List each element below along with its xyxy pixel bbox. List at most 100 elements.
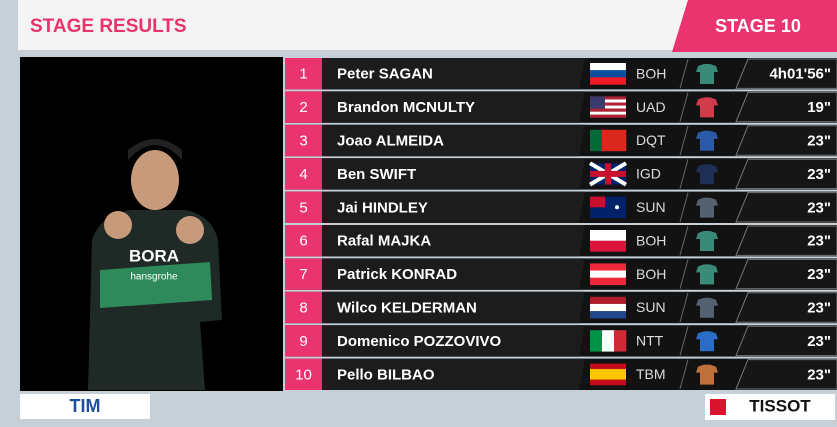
- time: 23": [807, 199, 831, 216]
- team-jersey: [696, 364, 718, 385]
- name-cell: [322, 158, 585, 190]
- flag: [590, 99, 626, 103]
- flag: [590, 108, 626, 112]
- flag: [590, 111, 626, 115]
- flag: [590, 129, 603, 152]
- flag: [590, 311, 626, 319]
- name-cell: [322, 325, 585, 357]
- divider: [679, 192, 689, 223]
- time-cell: [735, 225, 837, 256]
- rider-name: Pello BILBAO: [337, 366, 435, 383]
- stage-label: STAGE 10: [715, 16, 801, 36]
- rank-box: [285, 124, 322, 157]
- flag: [590, 63, 626, 71]
- team-code: BOH: [636, 266, 666, 282]
- rank-box: [285, 358, 322, 390]
- divider: [679, 92, 689, 122]
- rank-box: [285, 191, 322, 223]
- rider-name: Patrick KONRAD: [337, 266, 457, 283]
- rank: 4: [299, 166, 307, 183]
- rank: 3: [299, 132, 307, 149]
- rider-name: Wilco KELDERMAN: [337, 299, 477, 316]
- time: 23": [807, 366, 831, 383]
- team-code: TBM: [636, 366, 666, 382]
- team-jersey: [696, 130, 718, 151]
- time-cell: [735, 292, 837, 323]
- time: 4h01'56": [769, 66, 831, 83]
- flag: [590, 70, 626, 78]
- team-code: IGD: [636, 166, 661, 182]
- rank: 9: [299, 333, 307, 350]
- rank: 7: [299, 266, 307, 283]
- rank-box: [285, 258, 322, 290]
- flag: [590, 196, 605, 208]
- team-jersey: [696, 64, 718, 84]
- team-code: SUN: [636, 199, 666, 215]
- rider-name: Brandon MCNULTY: [337, 99, 475, 116]
- rider-figure: BORA hansgrohe: [88, 139, 222, 390]
- name-cell: [322, 191, 585, 223]
- divider: [679, 326, 689, 356]
- flag: [614, 129, 627, 152]
- flag: [590, 303, 626, 312]
- time-cell: [735, 91, 837, 123]
- sponsor-right-icon: [710, 399, 726, 415]
- rank-box: [285, 325, 322, 357]
- flag: [615, 205, 619, 210]
- flag: [614, 330, 627, 352]
- team-code: UAD: [636, 99, 666, 115]
- team-code: NTT: [636, 333, 664, 349]
- time: 23": [807, 233, 831, 250]
- time: 19": [807, 99, 831, 116]
- jersey-sponsor: hansgrohe: [130, 272, 178, 283]
- flag: [590, 77, 626, 85]
- divider: [679, 225, 689, 256]
- divider: [679, 359, 689, 390]
- flag: [590, 105, 626, 109]
- time: 23": [807, 266, 831, 283]
- divider: [679, 58, 689, 89]
- name-cell: [322, 291, 585, 324]
- time-cell: [735, 192, 837, 223]
- rank: 6: [299, 233, 307, 250]
- jersey-brand: BORA: [129, 246, 179, 265]
- flag: [590, 270, 626, 278]
- flag: [602, 129, 615, 152]
- sponsor-left: TIM: [70, 396, 101, 416]
- team-jersey: [696, 297, 718, 318]
- divider: [679, 259, 689, 289]
- time: 23": [807, 166, 831, 183]
- flag: [590, 379, 626, 386]
- time-cell: [735, 58, 837, 89]
- name-cell: [322, 358, 585, 390]
- sponsor-left-box: [20, 394, 150, 419]
- flag: [605, 163, 611, 185]
- flag: [590, 240, 626, 252]
- divider: [679, 125, 689, 156]
- sponsor-right-box: [705, 394, 835, 420]
- rank-box: [285, 225, 322, 257]
- flag: [590, 363, 626, 370]
- team-jersey: [696, 164, 718, 185]
- time-cell: [735, 258, 837, 290]
- title-bar: [18, 0, 698, 50]
- name-cell: [322, 258, 585, 290]
- rider-name: Ben SWIFT: [337, 166, 416, 183]
- time-cell: [735, 125, 837, 156]
- time-cell: [735, 158, 837, 190]
- rank: 2: [299, 99, 307, 116]
- team-jersey: [696, 231, 718, 251]
- team-code: DQT: [636, 132, 666, 148]
- rank-box: [285, 158, 322, 190]
- rank-box: [285, 291, 322, 324]
- flag: [590, 102, 626, 106]
- team-jersey: [696, 264, 718, 285]
- stage-badge: [672, 0, 837, 52]
- rank-box: [285, 91, 322, 123]
- rank: 5: [299, 199, 307, 216]
- rank: 1: [299, 66, 307, 83]
- flag: [590, 296, 626, 305]
- name-cell: [322, 58, 585, 90]
- name-cell: [322, 124, 585, 157]
